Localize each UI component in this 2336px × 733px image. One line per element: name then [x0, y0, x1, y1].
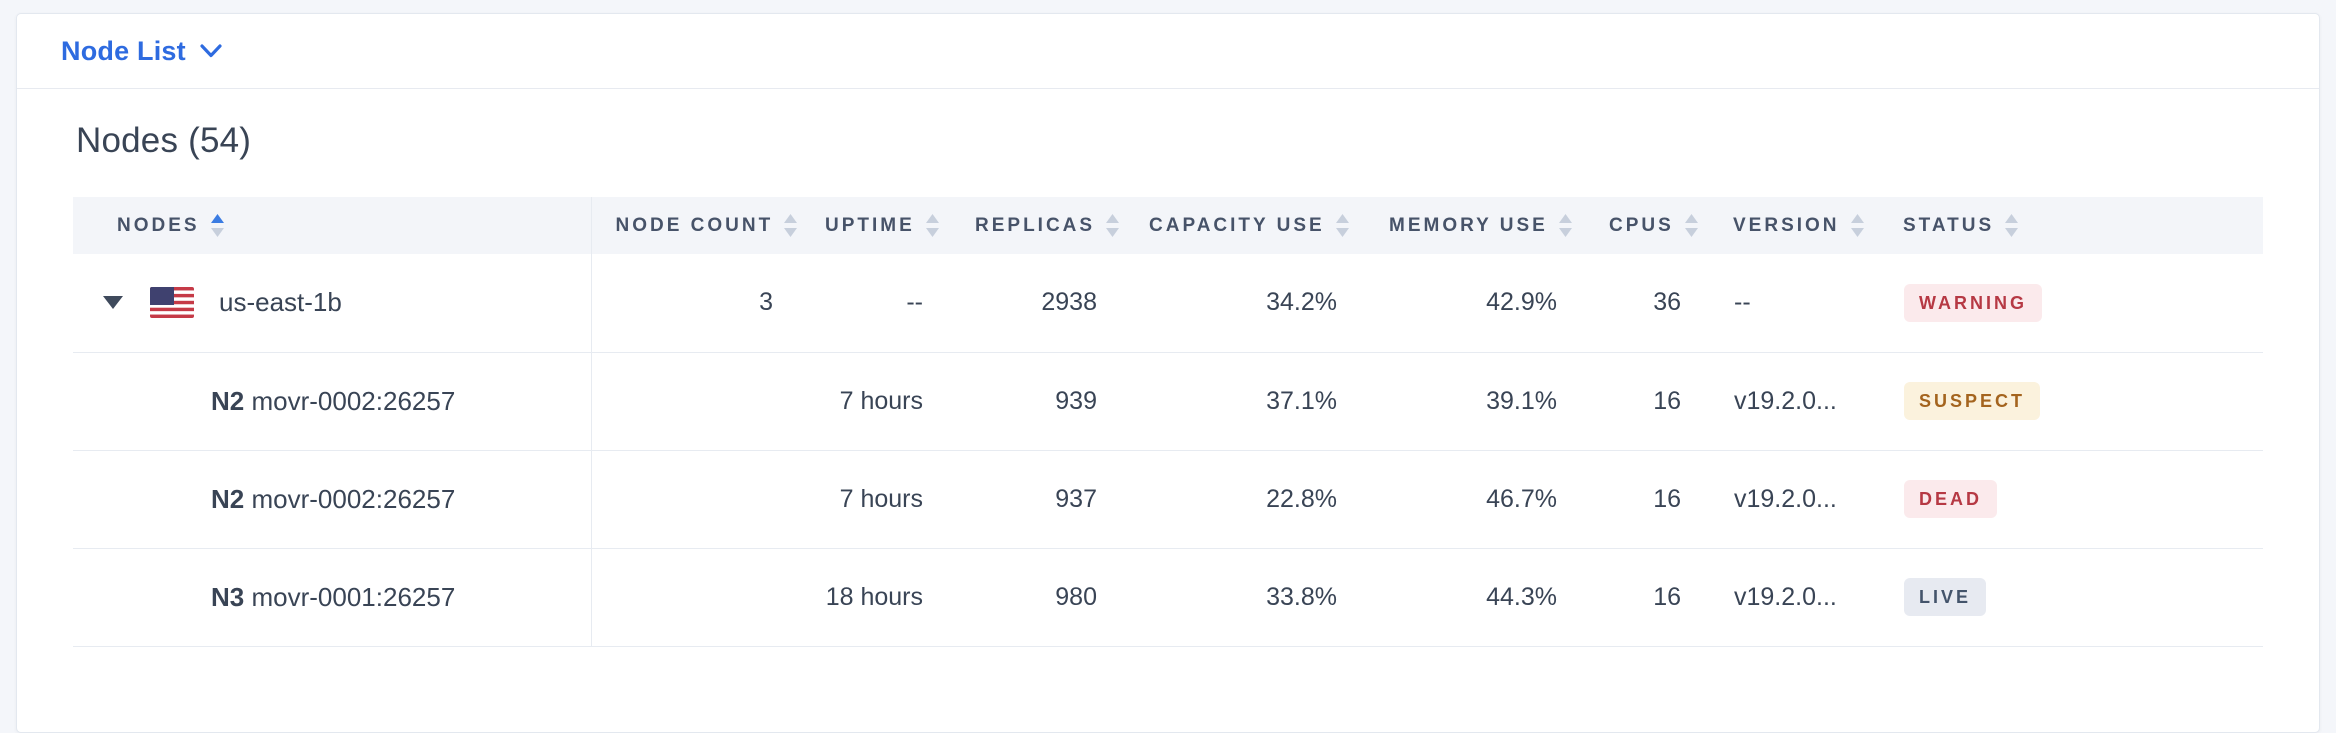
sort-icon[interactable]	[925, 213, 940, 238]
node-list-dropdown-label: Node List	[61, 35, 186, 66]
cell-memory-use: 44.3%	[1365, 548, 1585, 647]
sort-icon[interactable]	[1105, 213, 1120, 238]
page-title: Nodes (54)	[76, 121, 252, 160]
cell-capacity-use: 34.2%	[1125, 254, 1365, 353]
cell-capacity-use: 37.1%	[1125, 352, 1365, 451]
sort-icon[interactable]	[1335, 213, 1350, 238]
cell-uptime: 18 hours	[801, 548, 951, 647]
cell-node-count	[591, 450, 801, 549]
node-list-dropdown[interactable]: Node List	[61, 36, 222, 67]
cell-version: v19.2.0...	[1709, 352, 1879, 451]
sort-icon[interactable]	[1558, 213, 1573, 238]
column-header-nodes[interactable]: NODES	[73, 197, 592, 254]
column-header-replicas[interactable]: REPLICAS	[951, 197, 1125, 254]
status-badge: LIVE	[1904, 578, 1987, 616]
column-header-node-count[interactable]: NODE COUNT	[591, 197, 801, 254]
sort-icon[interactable]	[2004, 213, 2019, 238]
cell-memory-use: 42.9%	[1365, 254, 1585, 353]
table-row-node[interactable]: N2 movr-0002:26257 7 hours 939 37.1% 39.…	[73, 352, 2263, 451]
cell-cpus: 36	[1585, 254, 1709, 353]
status-badge: WARNING	[1904, 283, 2042, 322]
cell-capacity-use: 33.8%	[1125, 548, 1365, 647]
chevron-down-icon	[200, 44, 222, 58]
column-header-capacity-use[interactable]: CAPACITY USE	[1125, 197, 1365, 254]
node-address: movr-0002:26257	[251, 385, 456, 416]
cell-uptime: 7 hours	[801, 450, 951, 549]
cell-node-count	[591, 548, 801, 647]
node-address: movr-0001:26257	[251, 581, 456, 612]
cell-cpus: 16	[1585, 352, 1709, 451]
cell-status: SUSPECT	[1879, 352, 2263, 451]
cell-replicas: 2938	[951, 254, 1125, 353]
us-flag-icon	[150, 287, 194, 319]
sort-icon-active-asc[interactable]	[210, 213, 225, 238]
cell-memory-use: 46.7%	[1365, 450, 1585, 549]
column-header-memory-use[interactable]: MEMORY USE	[1365, 197, 1585, 254]
nodes-table: NODES NODE COUNT	[73, 197, 2263, 647]
region-name: us-east-1b	[219, 287, 342, 318]
cell-node-count	[591, 352, 801, 451]
table-row-region[interactable]: us-east-1b 3 -- 2938 34.2% 42.9% 36 -- W…	[73, 254, 2263, 353]
status-badge: SUSPECT	[1904, 382, 2041, 420]
column-header-uptime[interactable]: UPTIME	[801, 197, 951, 254]
cell-cpus: 16	[1585, 548, 1709, 647]
table-row-node[interactable]: N2 movr-0002:26257 7 hours 937 22.8% 46.…	[73, 450, 2263, 549]
cell-replicas: 937	[951, 450, 1125, 549]
cell-version: v19.2.0...	[1709, 548, 1879, 647]
column-header-cpus[interactable]: CPUS	[1585, 197, 1709, 254]
cell-version: --	[1709, 254, 1879, 353]
cell-status: WARNING	[1879, 254, 2263, 353]
cell-cpus: 16	[1585, 450, 1709, 549]
cell-status: LIVE	[1879, 548, 2263, 647]
node-id: N2	[211, 385, 245, 416]
column-header-version[interactable]: VERSION	[1709, 197, 1879, 254]
cell-replicas: 939	[951, 352, 1125, 451]
sort-icon[interactable]	[1850, 213, 1865, 238]
cell-uptime: 7 hours	[801, 352, 951, 451]
cell-replicas: 980	[951, 548, 1125, 647]
node-id: N3	[211, 581, 245, 612]
nodes-content: Nodes (54) NODES	[17, 89, 2319, 647]
node-address: movr-0002:26257	[251, 483, 456, 514]
cell-status: DEAD	[1879, 450, 2263, 549]
node-list-card: Node List Nodes (54) NODES	[16, 13, 2320, 733]
collapse-caret-icon[interactable]	[103, 296, 123, 310]
sort-icon[interactable]	[783, 213, 798, 238]
node-id: N2	[211, 483, 245, 514]
cell-memory-use: 39.1%	[1365, 352, 1585, 451]
table-row-node[interactable]: N3 movr-0001:26257 18 hours 980 33.8% 44…	[73, 548, 2263, 647]
cell-capacity-use: 22.8%	[1125, 450, 1365, 549]
table-header-row: NODES NODE COUNT	[73, 197, 2263, 254]
cell-uptime: --	[801, 254, 951, 353]
column-header-status[interactable]: STATUS	[1879, 197, 2263, 254]
cell-version: v19.2.0...	[1709, 450, 1879, 549]
cell-node-count: 3	[591, 254, 801, 353]
sort-icon[interactable]	[1684, 213, 1699, 238]
status-badge: DEAD	[1904, 480, 1998, 518]
view-switcher-bar: Node List	[17, 14, 2319, 89]
